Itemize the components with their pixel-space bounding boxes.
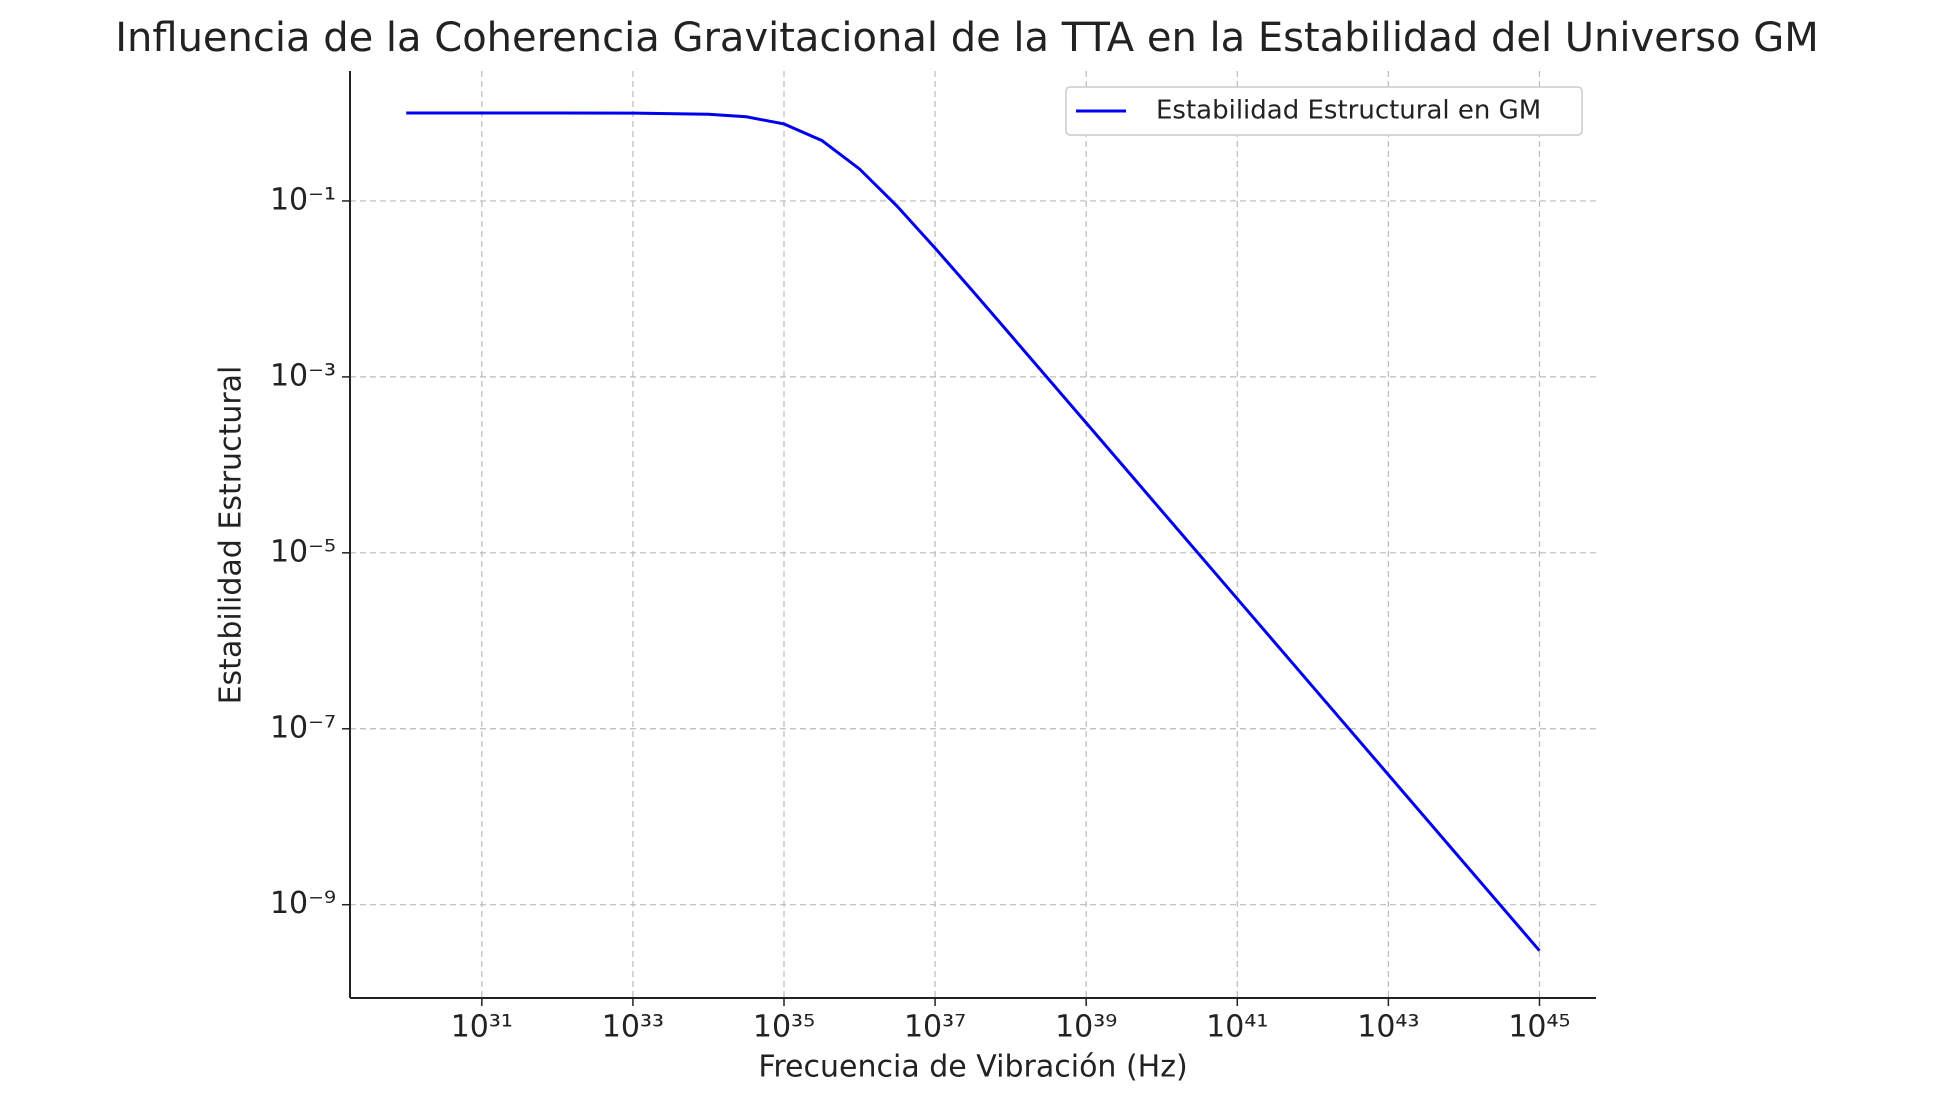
x-tick-label: 10³⁷ [904,1010,966,1045]
x-tick-label: 10³³ [602,1010,664,1045]
x-axis-label: Frecuencia de Vibración (Hz) [758,1050,1187,1085]
x-tick-label: 10³⁵ [753,1010,815,1045]
y-tick-label: 10⁻⁹ [270,886,336,921]
line-series [406,111,1541,952]
x-tick-label: 10⁴¹ [1206,1010,1268,1045]
legend-label: Estabilidad Estructural en GM [1156,96,1541,126]
y-tick-label: 10⁻⁵ [270,534,336,569]
x-tick-label: 10⁴³ [1357,1010,1419,1045]
x-tick-label: 10³⁹ [1055,1010,1117,1045]
chart-title: Influencia de la Coherencia Gravitaciona… [115,15,1819,61]
y-tick-label: 10⁻¹ [270,182,336,217]
y-tick-label: 10⁻⁷ [270,710,336,745]
y-tick-label: 10⁻³ [270,358,336,393]
legend-box [1065,86,1583,136]
x-tick-label: 10⁴⁵ [1508,1010,1570,1045]
y-axis-label: Estabilidad Estructural [214,366,249,705]
x-tick-label: 10³¹ [451,1010,513,1045]
